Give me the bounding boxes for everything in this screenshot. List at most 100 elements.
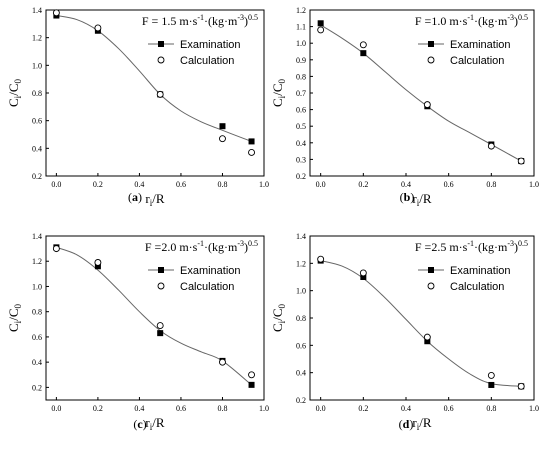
plot-frame xyxy=(45,235,265,401)
y-axis-label-sub: i xyxy=(277,320,287,323)
fit-curve xyxy=(320,24,522,162)
fit-curve xyxy=(56,15,252,142)
y-tick-label: 0.4 xyxy=(32,358,42,367)
examination-point xyxy=(424,338,431,345)
calculation-point xyxy=(487,371,495,379)
x-tick-label: 0.6 xyxy=(444,180,454,189)
y-tick-label: 0.8 xyxy=(32,308,42,317)
plot-frame xyxy=(45,9,265,177)
x-axis-label-sub: i xyxy=(417,198,420,208)
annotation-end: ) xyxy=(244,14,248,28)
y-tick-label: 1.0 xyxy=(296,287,306,296)
annotation-sup: -3 xyxy=(507,13,514,22)
x-axis-label-tail: /R xyxy=(152,191,165,206)
annotation-end: ) xyxy=(244,240,248,254)
y-axis-label-main: C xyxy=(270,323,285,332)
y-tick-label: 1.4 xyxy=(32,6,42,15)
legend-examination-label: Examination xyxy=(450,39,511,51)
y-axis-label-mid: /C xyxy=(270,84,285,96)
annotation-sup: 0.5 xyxy=(248,13,258,22)
y-tick-label: 0.6 xyxy=(32,117,42,126)
y-tick-label: 1.2 xyxy=(296,6,306,15)
annotation-prefix: F = 1.5 m·s xyxy=(142,14,198,28)
legend-examination-marker xyxy=(428,267,434,273)
x-tick-label: 1.0 xyxy=(529,404,539,413)
panel-letter-value: b xyxy=(404,190,411,204)
flow-factor-annotation: F =2.0 m·s-1·(kg·m-3)0.5 xyxy=(145,239,258,254)
x-tick-label: 0.0 xyxy=(316,404,326,413)
annotation-prefix: F =2.0 m·s xyxy=(145,240,198,254)
x-tick-label: 0.2 xyxy=(93,180,103,189)
annotation-sup: -3 xyxy=(237,239,244,248)
examination-point xyxy=(317,20,324,27)
y-tick-label: 0.2 xyxy=(32,172,42,181)
y-tick-label: 0.6 xyxy=(296,341,306,350)
panel-a: 0.0 0.2 0.4 0.6 0.8 1.0 0.2 0.4 0.6 0.8 1.0 1.2 1.4 r… xyxy=(6,6,269,208)
y-axis-label-mid: /C xyxy=(6,309,21,321)
examination-point xyxy=(219,123,226,130)
annotation-sup: 0.5 xyxy=(248,239,258,248)
annotation-mid: ·(kg·m xyxy=(204,14,238,28)
legend-examination-label: Examination xyxy=(180,265,241,277)
y-axis-label-mid: /C xyxy=(6,84,21,96)
panel-letter-value: a xyxy=(132,190,138,204)
panel-b: 0.0 0.2 0.4 0.6 0.8 1.0 0.2 0.3 0.4 0.5 0.6 0.7 0.8 0… xyxy=(270,6,539,208)
annotation-mid: ·(kg·m xyxy=(474,240,508,254)
y-tick-label: 0.9 xyxy=(296,56,306,65)
x-axis-label-tail: /R xyxy=(419,415,432,430)
y-axis-label-sub2: 0 xyxy=(277,304,287,309)
x-tick-label: 0.0 xyxy=(316,180,326,189)
flow-factor-annotation: F =2.5 m·s-1·(kg·m-3)0.5 xyxy=(415,239,528,254)
plot-frame xyxy=(309,9,535,177)
x-tick-label: 0.8 xyxy=(217,404,227,413)
x-tick-label: 1.0 xyxy=(529,180,539,189)
x-axis-label-main: r xyxy=(412,191,417,206)
x-axis-label-sub: i xyxy=(417,422,420,432)
annotation-sup: -3 xyxy=(507,239,514,248)
x-axis-label: ri/R xyxy=(412,415,431,432)
x-tick-label: 0.8 xyxy=(217,180,227,189)
calculation-point xyxy=(517,382,525,390)
flow-factor-annotation: F = 1.5 m·s-1·(kg·m-3)0.5 xyxy=(142,13,258,28)
panel-letter: (d) xyxy=(399,417,414,431)
panel-letter-open: ( xyxy=(400,190,404,204)
x-tick-label: 0.6 xyxy=(176,180,186,189)
calculation-point xyxy=(94,259,102,266)
x-axis-label-tail: /R xyxy=(152,415,165,430)
panel-letter: (a) xyxy=(128,190,142,204)
y-tick-label: 0.5 xyxy=(296,122,306,131)
x-tick-label: 0.4 xyxy=(134,404,144,413)
annotation-sup: 0.5 xyxy=(518,13,528,22)
x-axis-label-main: r xyxy=(145,191,150,206)
legend-calculation-label: Calculation xyxy=(450,281,504,293)
legend-calculation-marker xyxy=(157,56,165,64)
x-tick-label: 0.2 xyxy=(358,404,368,413)
examination-point xyxy=(360,274,367,280)
y-tick-label: 1.1 xyxy=(296,23,306,32)
x-axis-label: ri/R xyxy=(145,191,164,208)
y-tick-label: 1.0 xyxy=(32,61,42,70)
calculation-point xyxy=(156,90,164,98)
y-tick-label: 1.4 xyxy=(32,232,42,241)
calculation-point xyxy=(359,269,367,277)
panel-letter-close: ) xyxy=(410,190,414,204)
legend-examination-marker xyxy=(428,41,434,47)
legend-calculation-label: Calculation xyxy=(450,55,504,67)
x-axis-label-main: r xyxy=(145,415,150,430)
y-tick-label: 0.7 xyxy=(296,89,306,98)
x-tick-label: 0.4 xyxy=(401,404,411,413)
x-axis-label-main: r xyxy=(412,415,417,430)
y-axis-label: Ci/C0 xyxy=(270,304,287,332)
calculation-point xyxy=(248,371,255,379)
panel-letter-open: ( xyxy=(133,417,137,431)
examination-point xyxy=(248,381,255,388)
panel-letter: (c) xyxy=(133,417,146,431)
examination-point xyxy=(488,381,495,388)
fit-curve xyxy=(320,260,522,387)
panel-d: 0.0 0.2 0.4 0.6 0.8 1.0 0.2 0.4 0.6 0.8 1.0 1.2 1.4 r… xyxy=(270,232,539,432)
x-tick-label: 1.0 xyxy=(259,180,269,189)
y-axis-label-sub: i xyxy=(277,95,287,98)
y-axis-label: Ci/C0 xyxy=(6,79,23,107)
y-axis-label: Ci/C0 xyxy=(270,79,287,107)
